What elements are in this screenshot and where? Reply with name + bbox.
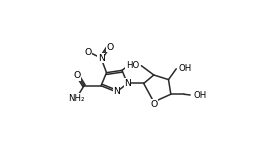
Text: N: N bbox=[113, 87, 120, 96]
Text: O: O bbox=[107, 43, 114, 52]
Text: N: N bbox=[98, 54, 104, 63]
Text: O: O bbox=[150, 100, 157, 109]
Text: OH: OH bbox=[179, 64, 192, 73]
Text: O: O bbox=[73, 71, 81, 80]
Text: HO: HO bbox=[126, 61, 139, 70]
Text: N: N bbox=[124, 79, 131, 88]
Text: O: O bbox=[84, 48, 92, 57]
Text: OH: OH bbox=[193, 91, 206, 100]
Text: NH₂: NH₂ bbox=[68, 94, 84, 103]
